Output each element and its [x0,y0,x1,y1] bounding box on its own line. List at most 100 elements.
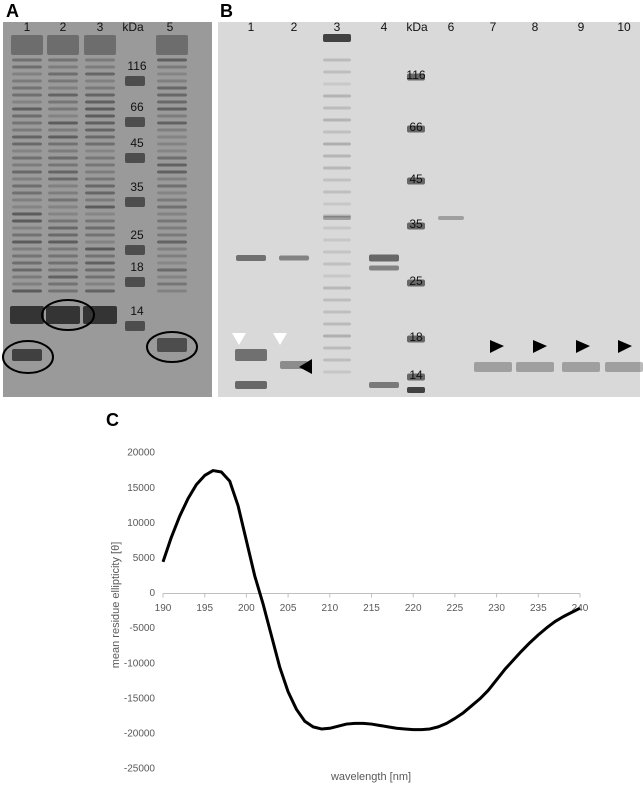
band [12,93,42,97]
band [407,222,425,230]
band [157,79,187,83]
lane-label: kDa [406,20,428,34]
band [85,184,115,188]
band [12,282,42,286]
gel-a [3,22,212,397]
band [10,306,44,324]
band [323,370,351,374]
band [407,73,425,81]
band [157,149,187,153]
marker-label: 35 [130,180,144,194]
band [323,346,351,350]
band [157,93,187,97]
black-arrow [490,340,504,353]
band [12,65,42,69]
marker-label: 66 [130,100,144,114]
x-tick-label: 200 [238,603,255,614]
lane-label: 10 [617,20,631,34]
band [125,153,145,163]
band [48,212,78,216]
band [47,35,79,55]
marker-label: 116 [127,59,146,73]
band [12,86,42,90]
panel-label: A [6,1,19,21]
band [323,106,351,110]
band [85,282,115,286]
band [12,205,42,209]
band [48,156,78,160]
y-tick-label: 20000 [127,448,155,459]
band [157,240,187,244]
line [161,469,581,732]
band [407,387,425,393]
band [323,130,351,134]
marker-label: 45 [130,136,144,150]
band [323,70,351,74]
band [125,197,145,207]
band [279,255,309,261]
y-axis-label: mean residue ellipticity [θ] [110,542,122,669]
band [157,247,187,251]
band [12,226,42,230]
band [157,289,187,293]
band [323,34,351,42]
marker-label: 25 [409,274,423,288]
band [85,142,115,146]
band [407,177,425,185]
band [48,163,78,167]
band [125,245,145,255]
band [12,142,42,146]
band [12,212,42,216]
marker-label: 18 [409,330,423,344]
band [85,240,115,244]
band [85,198,115,202]
band [323,334,351,338]
band [157,114,187,118]
lane-label: 1 [248,20,255,34]
band [48,121,78,125]
band [562,362,600,372]
x-tick-label: 220 [405,603,422,614]
band [85,261,115,265]
y-tick-label: 5000 [133,553,156,564]
band [369,265,399,271]
band [369,254,399,262]
band [323,286,351,290]
lane-label: 7 [490,20,497,34]
band [12,128,42,132]
band [157,121,187,125]
band [85,191,115,195]
band [474,362,512,372]
band [85,268,115,272]
band [85,275,115,279]
band [48,79,78,83]
band [83,306,117,324]
lane-label: kDa [122,20,144,34]
band [48,191,78,195]
band [157,261,187,265]
white-arrow [273,333,287,345]
band [157,177,187,181]
band [12,184,42,188]
band [157,107,187,111]
band [48,135,78,139]
band [48,100,78,104]
band [323,226,351,230]
band [12,177,42,181]
band [125,321,145,331]
band [157,135,187,139]
band [157,219,187,223]
band [48,240,78,244]
band [48,205,78,209]
band [85,107,115,111]
band [48,177,78,181]
band [48,72,78,76]
y-tick-label: -10000 [124,658,156,669]
band [323,298,351,302]
band [12,198,42,202]
lane-label: 3 [334,20,341,34]
band [323,190,351,194]
band [125,277,145,287]
band [407,373,425,381]
band [323,178,351,182]
